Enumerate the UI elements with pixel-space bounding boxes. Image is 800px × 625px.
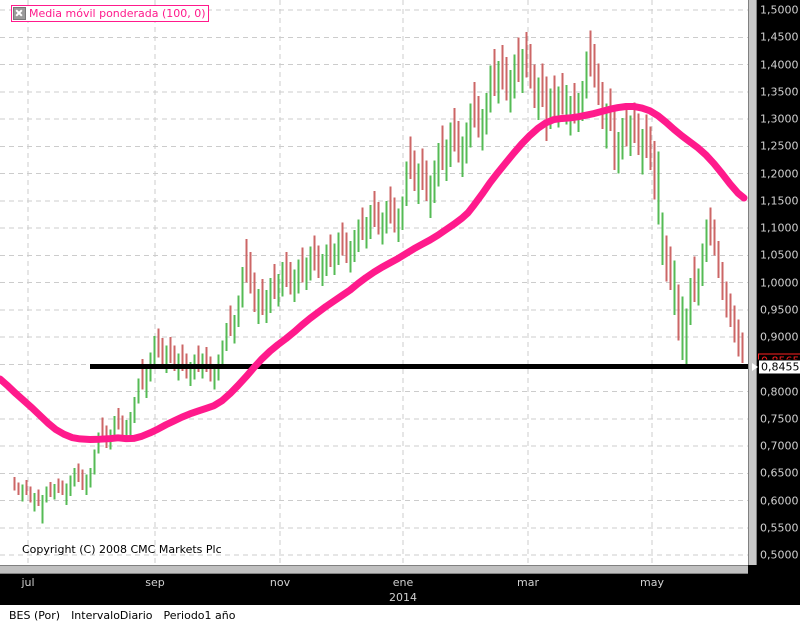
status-interval: IntervaloDiario xyxy=(71,608,153,622)
vertical-scrollbar[interactable] xyxy=(748,0,757,565)
x-axis-tick-label: sep xyxy=(145,576,165,589)
indicator-legend[interactable]: Media móvil ponderada (100, 0) xyxy=(11,5,209,22)
support-level-price-pointer xyxy=(752,362,758,371)
chart-overlay-layer xyxy=(0,102,748,443)
y-axis-tick-label: 1,3000 xyxy=(760,112,799,126)
y-axis-tick-label: 1,1500 xyxy=(760,194,799,208)
support-level-price[interactable]: 0,8455 xyxy=(758,359,800,375)
copyright-notice: Copyright (C) 2008 CMC Markets Plc xyxy=(22,543,222,556)
status-instrument: BES (Por) xyxy=(9,608,61,622)
indicator-legend-label: Media móvil ponderada (100, 0) xyxy=(29,7,206,20)
horizontal-scrollbar[interactable] xyxy=(0,565,748,574)
y-axis-tick-label: 0,8000 xyxy=(760,385,799,398)
y-axis-tick-label: 1,0500 xyxy=(760,248,799,262)
status-period: Periodo1 año xyxy=(163,608,236,622)
y-axis-tick-label: 0,6000 xyxy=(760,494,799,507)
x-axis-tick-label: may xyxy=(640,576,664,589)
chart-plot-area[interactable]: Media móvil ponderada (100, 0) Copyright… xyxy=(0,0,748,565)
y-axis-tick-label: 0,5000 xyxy=(760,548,799,562)
y-axis-tick-label: 1,5000 xyxy=(760,3,799,17)
axis-corner-filler xyxy=(748,565,800,605)
status-bar: BES (Por) IntervaloDiario Periodo1 año xyxy=(0,605,800,625)
x-axis-year-label: 2014 xyxy=(389,591,417,604)
y-axis-tick-label: 1,2500 xyxy=(760,139,799,153)
y-axis-tick-label: 1,1000 xyxy=(760,221,799,235)
y-axis-tick-label: 0,9000 xyxy=(760,330,799,344)
chart-series-layer xyxy=(13,30,744,524)
y-axis-tick-label: 1,2000 xyxy=(760,167,799,180)
y-axis-tick-label: 1,0000 xyxy=(760,276,799,289)
x-axis-tick-label: jul xyxy=(21,576,35,589)
y-axis-tick-label: 1,4500 xyxy=(760,30,799,44)
close-icon[interactable] xyxy=(13,7,26,20)
chart-gridlines xyxy=(0,0,748,565)
x-axis-tick-label: mar xyxy=(517,576,539,589)
y-axis-tick-label: 0,6500 xyxy=(760,466,799,480)
y-axis-tick-label: 0,5500 xyxy=(760,521,799,535)
y-axis-tick-label: 0,7000 xyxy=(760,439,799,453)
y-axis-tick-label: 1,4000 xyxy=(760,58,799,71)
x-axis-tick-label: ene xyxy=(392,576,414,589)
x-axis-tick-label: nov xyxy=(269,576,291,589)
y-axis-tick-label: 0,9500 xyxy=(760,303,799,317)
horizontal-scrollbar-thumb[interactable] xyxy=(0,566,748,573)
y-axis-tick-label: 0,7500 xyxy=(760,412,799,426)
x-axis[interactable]: jul sep nov ene mar may 2014 xyxy=(0,574,748,605)
y-axis-tick-label: 1,3500 xyxy=(760,85,799,99)
